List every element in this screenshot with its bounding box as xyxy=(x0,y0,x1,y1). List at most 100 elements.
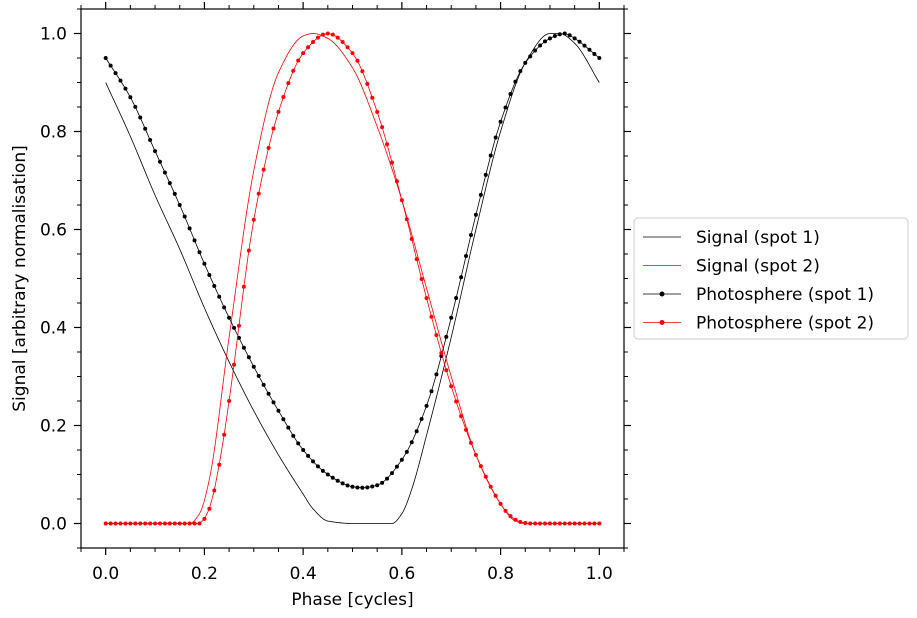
data-point xyxy=(399,457,404,462)
data-point xyxy=(597,56,602,60)
data-point xyxy=(148,138,153,143)
data-point xyxy=(138,521,143,526)
data-point xyxy=(513,517,518,522)
data-point xyxy=(533,48,538,53)
data-point xyxy=(143,126,148,131)
data-point xyxy=(572,521,577,526)
data-point xyxy=(256,191,261,196)
data-point xyxy=(375,483,380,488)
data-point xyxy=(103,56,108,60)
data-point xyxy=(380,480,385,485)
data-point xyxy=(439,351,444,356)
data-point xyxy=(449,315,454,320)
data-point xyxy=(552,34,557,39)
data-point xyxy=(389,160,394,165)
data-point xyxy=(365,81,370,86)
data-point xyxy=(409,440,414,445)
data-point xyxy=(434,372,439,377)
data-point xyxy=(320,468,325,473)
data-point xyxy=(577,521,582,526)
data-point xyxy=(557,32,562,37)
data-point xyxy=(202,261,207,266)
data-point xyxy=(143,521,148,526)
legend-marker xyxy=(659,291,665,297)
data-point xyxy=(246,248,251,253)
y-axis-label: Signal [arbitrary normalisation] xyxy=(10,145,30,411)
data-point xyxy=(192,521,197,526)
data-point xyxy=(301,51,306,56)
data-point xyxy=(157,521,162,526)
x-tick-label: 0.0 xyxy=(92,564,119,584)
data-point xyxy=(370,95,375,100)
data-point xyxy=(103,521,108,526)
legend: Signal (spot 1) Signal (spot 2) Photospher… xyxy=(633,217,909,340)
plot-area xyxy=(80,8,625,549)
data-point xyxy=(454,295,459,300)
data-point xyxy=(350,484,355,489)
data-point xyxy=(291,68,296,73)
data-point xyxy=(177,521,182,526)
data-point xyxy=(296,58,301,63)
data-point xyxy=(256,373,261,378)
data-point xyxy=(182,521,187,526)
data-point xyxy=(533,521,538,526)
legend-frame xyxy=(633,217,909,340)
data-point xyxy=(291,433,296,438)
data-point xyxy=(538,521,543,526)
data-point xyxy=(271,400,276,405)
y-tick-label: 0.0 xyxy=(40,515,67,535)
data-point xyxy=(340,39,345,44)
data-point xyxy=(241,345,246,350)
data-point xyxy=(419,277,424,281)
data-point xyxy=(385,142,390,147)
data-point xyxy=(172,521,177,526)
data-point xyxy=(468,232,473,237)
data-point xyxy=(123,521,128,526)
data-point xyxy=(547,36,552,41)
data-point xyxy=(202,516,207,521)
series-layer xyxy=(103,31,602,526)
data-point xyxy=(123,86,128,91)
y-tick-label: 0.4 xyxy=(40,319,67,339)
data-point xyxy=(557,521,562,526)
data-point xyxy=(301,448,306,452)
data-point xyxy=(365,485,370,490)
data-point xyxy=(464,253,469,258)
data-point xyxy=(306,453,311,458)
data-point xyxy=(271,126,276,131)
data-point xyxy=(538,43,543,48)
data-point xyxy=(582,521,587,526)
data-point xyxy=(286,81,291,86)
data-point xyxy=(567,521,572,526)
data-point xyxy=(207,272,212,277)
data-point xyxy=(232,325,237,330)
data-point xyxy=(414,429,419,434)
data-point xyxy=(345,45,350,50)
data-point xyxy=(345,483,350,488)
data-point xyxy=(587,521,592,526)
data-point xyxy=(597,521,602,526)
data-point xyxy=(478,192,483,197)
data-point xyxy=(212,283,217,288)
series-3 xyxy=(103,31,602,490)
y-tick-label: 1.0 xyxy=(40,25,67,45)
data-point xyxy=(281,417,286,422)
data-point xyxy=(330,475,335,480)
data-point xyxy=(246,355,251,360)
data-point xyxy=(488,484,493,489)
data-point xyxy=(187,226,192,231)
data-point xyxy=(483,474,488,479)
data-point xyxy=(528,521,533,526)
data-point xyxy=(192,238,197,243)
data-point xyxy=(232,362,237,367)
data-point xyxy=(261,167,266,172)
data-point xyxy=(128,95,133,100)
data-point xyxy=(394,179,399,184)
x-tick-label: 1.0 xyxy=(586,564,613,584)
data-point xyxy=(592,521,597,526)
data-point xyxy=(251,217,256,222)
data-point xyxy=(315,35,320,40)
data-point xyxy=(133,521,138,526)
data-point xyxy=(375,109,380,114)
